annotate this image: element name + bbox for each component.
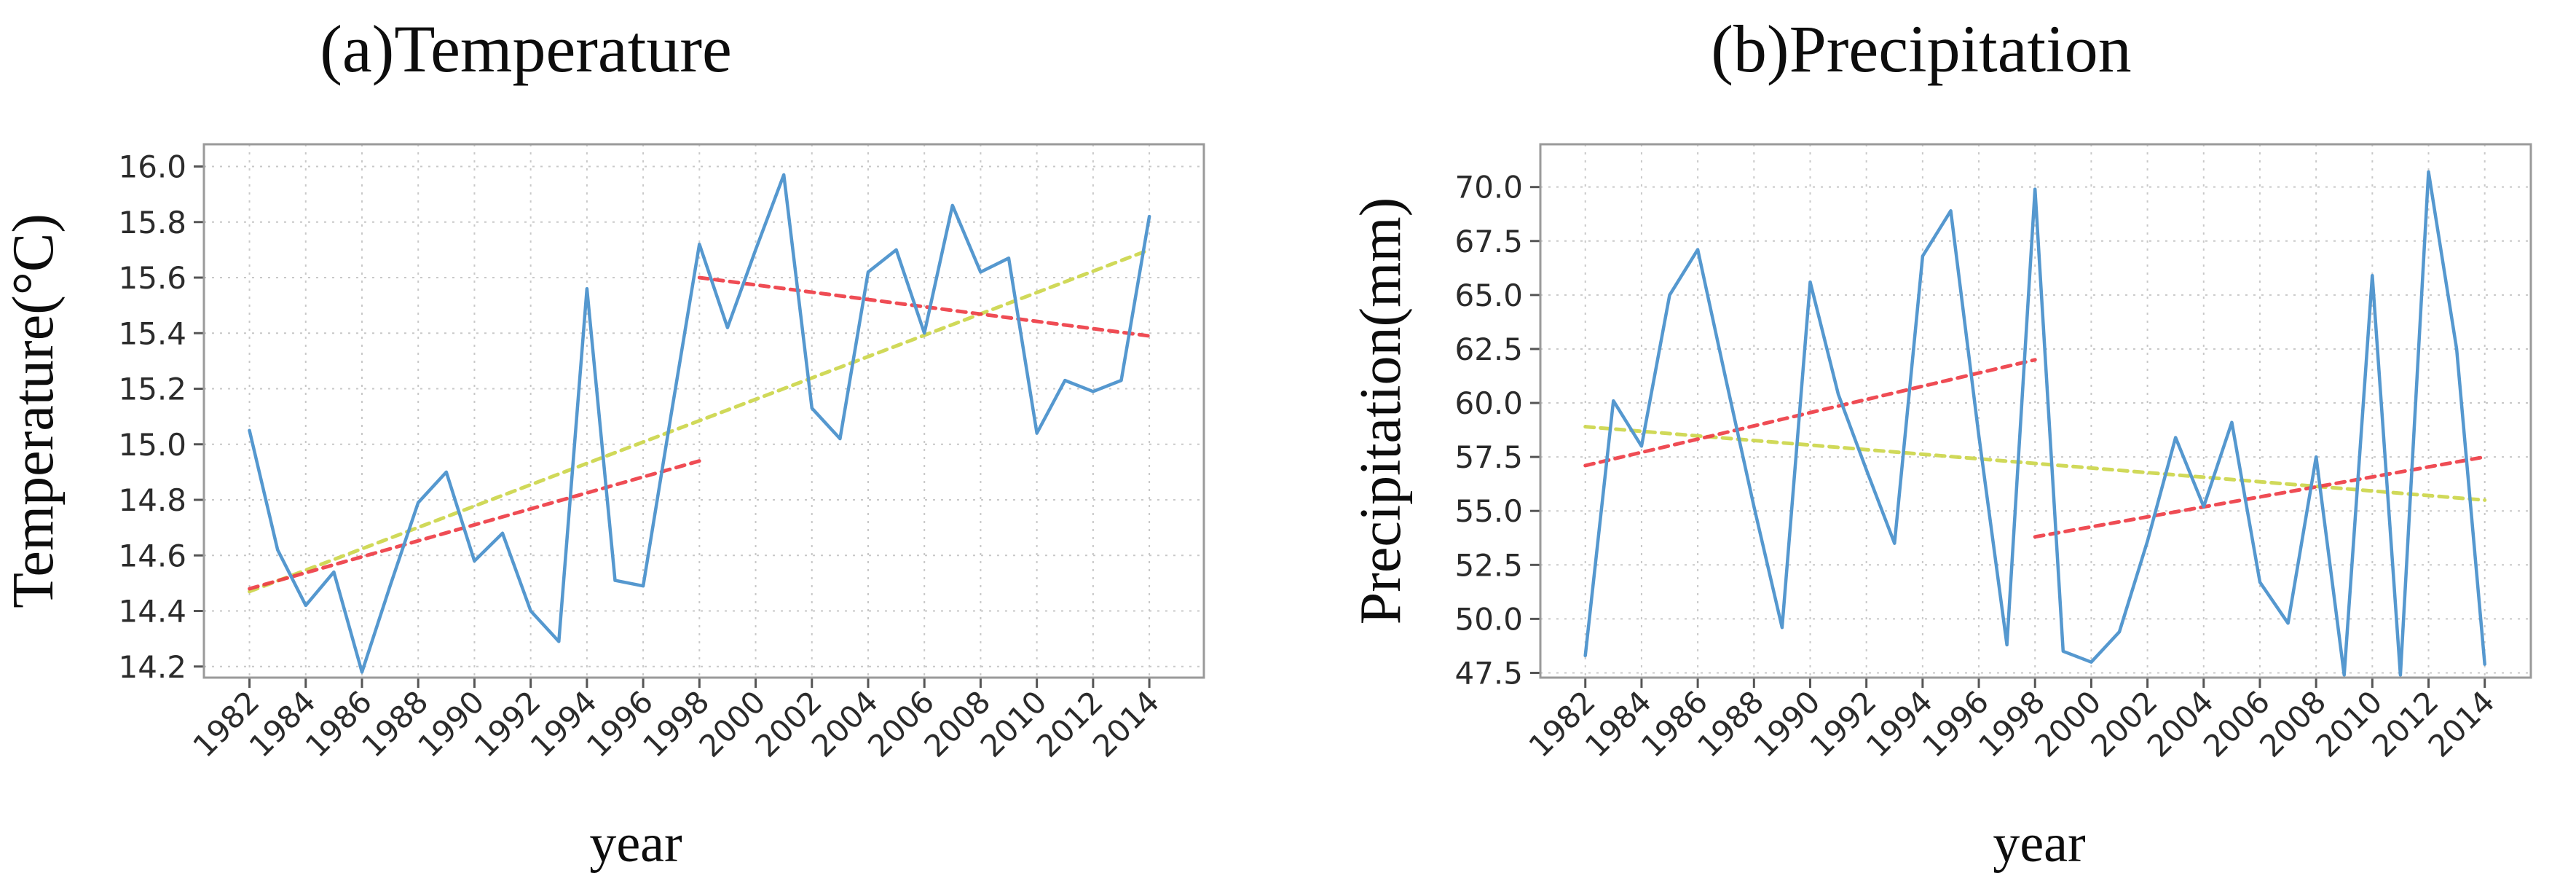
y-tick-label: 14.6 bbox=[118, 538, 186, 573]
x-tick-label: 2004 bbox=[2140, 683, 2221, 764]
x-tick-label: 1982 bbox=[1522, 683, 1602, 764]
temperature-plot-area: 16.0 15.8 15.6 15.4 15.2 15.0 14.8 14.6 14.4 14.2… bbox=[118, 143, 1205, 764]
temperature-title: (a)Temperature bbox=[320, 12, 732, 86]
precipitation-x-axis-label: year bbox=[1993, 814, 2085, 874]
x-tick-label: 1988 bbox=[355, 683, 435, 764]
x-tick-label: 1982 bbox=[186, 683, 266, 764]
trend-1982-2014 bbox=[1583, 425, 2487, 502]
y-tick-label: 14.8 bbox=[118, 482, 186, 518]
x-tick-label: 2014 bbox=[2422, 683, 2502, 764]
x-tick-label: 2002 bbox=[2084, 683, 2164, 764]
x-tick-label: 2006 bbox=[2197, 683, 2277, 764]
temperature-panel: 16.0 15.8 15.6 15.4 15.2 15.0 14.8 14.6 14.4 14.2… bbox=[1, 12, 1205, 874]
x-tick-label: 2000 bbox=[692, 683, 772, 764]
y-tick-label: 15.8 bbox=[118, 205, 186, 240]
annual-precipitation-line bbox=[1583, 170, 2486, 677]
x-tick-label: 1984 bbox=[1578, 683, 1658, 764]
plot-frame bbox=[1539, 143, 2532, 679]
y-tick-label: 14.4 bbox=[118, 594, 186, 630]
precipitation-y-axis-label: Precipitation(mm) bbox=[1349, 197, 1413, 625]
precipitation-title: (b)Precipitation bbox=[1711, 12, 2131, 86]
y-tick-label: 15.6 bbox=[118, 260, 186, 296]
x-tick-label: 2006 bbox=[861, 683, 941, 764]
trend-1982-1997 bbox=[248, 459, 701, 591]
x-tick-label: 1990 bbox=[1746, 683, 1827, 764]
x-tick-label: 1990 bbox=[411, 683, 491, 764]
x-tick-label: 1996 bbox=[580, 683, 660, 764]
trend-1982-2014 bbox=[248, 248, 1151, 594]
precipitation-panel: 70.0 67.5 65.0 62.5 60.0 57.5 55.0 52.5 50.0 47.5… bbox=[1349, 12, 2532, 874]
y-tick-label: 15.0 bbox=[118, 427, 186, 463]
x-tick-label: 2008 bbox=[2253, 683, 2333, 764]
x-tick-label: 1994 bbox=[1859, 683, 1939, 764]
y-tick-label: 65.0 bbox=[1454, 278, 1523, 313]
temperature-x-axis-label: year bbox=[589, 814, 682, 874]
x-tick-label: 1998 bbox=[1972, 683, 2052, 764]
y-tick-label: 57.5 bbox=[1454, 439, 1523, 475]
y-tick-label: 62.5 bbox=[1454, 332, 1523, 367]
x-tick-label: 1992 bbox=[467, 683, 547, 764]
y-tick-label: 67.5 bbox=[1454, 224, 1523, 259]
x-tick-label: 2010 bbox=[973, 683, 1053, 764]
temperature-y-axis-label: Temperature(°C) bbox=[1, 213, 66, 608]
plot-frame bbox=[202, 143, 1205, 679]
x-tick-label: 1992 bbox=[1803, 683, 1883, 764]
y-tick-label: 47.5 bbox=[1454, 655, 1523, 691]
y-tick-label: 60.0 bbox=[1454, 385, 1523, 421]
x-tick-label: 1986 bbox=[1634, 683, 1714, 764]
trend-1998-2014 bbox=[2033, 455, 2487, 539]
x-tick-label: 2010 bbox=[2309, 683, 2389, 764]
x-tick-label: 2014 bbox=[1086, 683, 1166, 764]
x-tick-label: 2008 bbox=[917, 683, 997, 764]
x-tick-label: 2004 bbox=[805, 683, 885, 764]
x-tick-label: 2012 bbox=[2365, 683, 2445, 764]
x-tick-label: 2000 bbox=[2028, 683, 2108, 764]
x-tick-label: 1984 bbox=[243, 683, 323, 764]
annual-mean-temperature-line bbox=[248, 173, 1151, 674]
y-tick-label: 50.0 bbox=[1454, 601, 1523, 637]
trend-1982-1997 bbox=[1583, 358, 2037, 468]
y-tick-label: 55.0 bbox=[1454, 493, 1523, 529]
y-tick-label: 14.2 bbox=[118, 649, 186, 685]
y-tick-label: 15.2 bbox=[118, 372, 186, 407]
precipitation-plot-area: 70.0 67.5 65.0 62.5 60.0 57.5 55.0 52.5 50.0 47.5… bbox=[1454, 143, 2532, 764]
y-tick-label: 52.5 bbox=[1454, 547, 1523, 583]
x-tick-label: 1998 bbox=[636, 683, 716, 764]
y-tick-label: 15.4 bbox=[118, 315, 186, 351]
y-tick-label: 70.0 bbox=[1454, 170, 1523, 205]
x-tick-label: 1986 bbox=[299, 683, 379, 764]
x-tick-label: 1994 bbox=[524, 683, 604, 764]
trend-1998-2014 bbox=[697, 275, 1151, 338]
x-tick-label: 1996 bbox=[1915, 683, 1996, 764]
x-tick-label: 2002 bbox=[749, 683, 829, 764]
x-tick-label: 1988 bbox=[1690, 683, 1770, 764]
x-tick-label: 2012 bbox=[1030, 683, 1110, 764]
y-tick-label: 16.0 bbox=[118, 149, 186, 185]
